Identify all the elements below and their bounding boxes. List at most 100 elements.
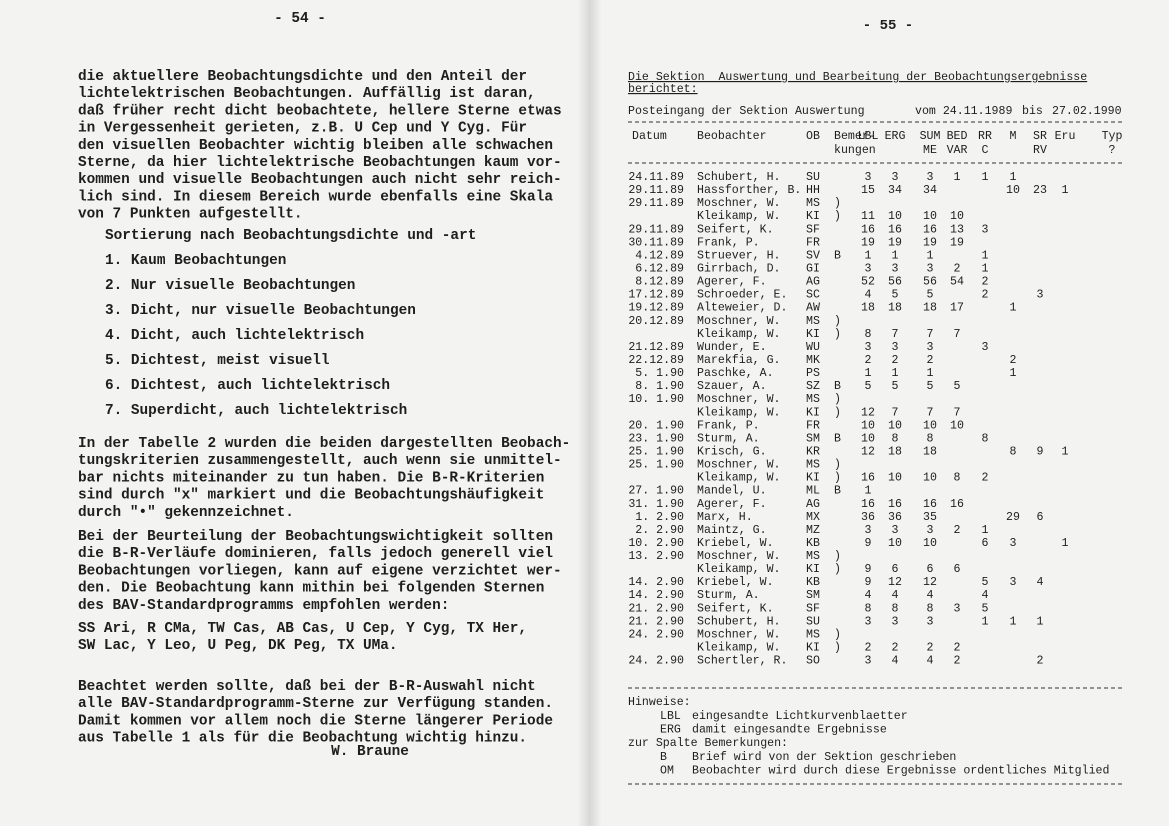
table-cell: 2 [982, 472, 989, 485]
table-cell: Schroeder, E. [697, 289, 787, 302]
table-cell: 5 [892, 289, 899, 302]
column-header: kungen [834, 144, 876, 157]
table-cell: Moschner, W. [697, 315, 781, 328]
note: eingesandte Lichtkurvenblaetter [692, 710, 908, 723]
table-cell: 7 [927, 406, 934, 419]
table-cell: 6.12.89 [635, 262, 684, 275]
table-cell: 34 [888, 184, 902, 197]
table-cell: 10 [923, 537, 937, 550]
table-cell: 3 [927, 524, 934, 537]
table-cell: SU [806, 615, 820, 628]
table-cell: 3 [1037, 289, 1044, 302]
table-cell: 36 [888, 511, 902, 524]
table-cell: Moschner, W. [697, 628, 781, 641]
list-item: 1. Kaum Beobachtungen [105, 253, 286, 269]
note: damit eingesandte Ergebnisse [692, 724, 887, 737]
list-item: 7. Superdicht, auch lichtelektrisch [105, 403, 407, 419]
table-cell: 31. 1.90 [628, 498, 684, 511]
text-line: Bei der Beurteilung der Beobachtungswich… [78, 529, 553, 545]
table-cell: 8.12.89 [635, 276, 684, 289]
table-cell: 1 [1010, 171, 1017, 184]
table-cell: Seifert, K. [697, 602, 774, 615]
table-cell: 16 [861, 223, 875, 236]
table-cell: 23. 1.90 [628, 432, 684, 445]
text-line: daß früher recht dicht beobachtete, hell… [78, 103, 562, 119]
table-cell: 2 [954, 262, 961, 275]
table-cell: SC [806, 289, 820, 302]
table-cell: 10 [950, 210, 964, 223]
list-item: 6. Dichtest, auch lichtelektrisch [105, 378, 390, 394]
table-cell: 1 [954, 171, 961, 184]
table-cell: KI [806, 406, 820, 419]
text-line: die B-R-Verläufe dominieren, falls jedoc… [78, 546, 553, 562]
column-header: Typ [1102, 130, 1123, 143]
table-cell: Mandel, U. [697, 485, 767, 498]
column-header: SUM [920, 130, 941, 143]
list-item: 4. Dicht, auch lichtelektrisch [105, 328, 364, 344]
table-cell: 18 [888, 302, 902, 315]
table-cell: 8 [927, 432, 934, 445]
table-cell: 1 [892, 367, 899, 380]
table-cell: 5 [927, 289, 934, 302]
table-cell: ) [834, 197, 841, 210]
table-cell: Frank, P. [697, 236, 760, 249]
table-cell: Kleikamp, W. [697, 563, 781, 576]
table-cell: 8 [865, 602, 872, 615]
table-cell: Kleikamp, W. [697, 210, 781, 223]
table-cell: MZ [806, 524, 820, 537]
table-cell: SV [806, 249, 820, 262]
fold [578, 0, 602, 826]
table-cell: SM [806, 589, 820, 602]
table-cell: 25. 1.90 [628, 445, 684, 458]
table-cell: 12 [861, 445, 875, 458]
table-cell: 1 [1010, 367, 1017, 380]
note: OM [660, 765, 674, 778]
column-header: ? [1109, 144, 1116, 157]
table-cell: 16 [888, 223, 902, 236]
table-cell: 10 [861, 419, 875, 432]
text-line: von 7 Punkten aufgestellt. [78, 207, 303, 223]
table-cell: 4 [865, 589, 872, 602]
table-cell: 1 [1037, 615, 1044, 628]
table-cell: 2 [927, 354, 934, 367]
table-cell: 17 [950, 302, 964, 315]
table-cell: 2 [927, 642, 934, 655]
table-cell: 4 [892, 589, 899, 602]
table-cell: 4 [927, 655, 934, 668]
notes-title: zur Spalte Bemerkungen: [628, 737, 788, 750]
table-cell: 19.12.89 [628, 302, 684, 315]
table-cell: 2 [954, 524, 961, 537]
table-cell: Moschner, W. [697, 459, 781, 472]
table-cell: 5 [865, 380, 872, 393]
table-cell: 7 [954, 328, 961, 341]
table-cell: PS [806, 367, 820, 380]
table-cell: 30.11.89 [628, 236, 684, 249]
table-cell: Krisch, G. [697, 445, 767, 458]
table-cell: 2 [865, 642, 872, 655]
text-line: lich sind. In diesem Bereich wurde ebenf… [78, 189, 553, 205]
text-line: tungskriterien zusammengestellt, auch we… [78, 453, 562, 469]
table-cell: Schubert, H. [697, 615, 781, 628]
table-cell: 3 [892, 171, 899, 184]
note: Beobachter wird durch diese Ergebnisse o… [692, 765, 1109, 778]
intake: Posteingang der Sektion Auswertung [628, 105, 865, 118]
table-cell: MS [806, 459, 820, 472]
table-cell: 9 [865, 537, 872, 550]
table-cell: Maintz, G. [697, 524, 767, 537]
table-cell: 3 [892, 615, 899, 628]
table-cell: Szauer, A. [697, 380, 767, 393]
table-cell: 2 [1037, 655, 1044, 668]
table-cell: 29.11.89 [628, 223, 684, 236]
table-cell: 6 [982, 537, 989, 550]
list-item: 3. Dicht, nur visuelle Beobachtungen [105, 303, 416, 319]
table-cell: 19 [950, 236, 964, 249]
list-item: 2. Nur visuelle Beobachtungen [105, 278, 355, 294]
column-header: RR [978, 130, 992, 143]
table-cell: ) [834, 550, 841, 563]
table-cell: 3 [892, 262, 899, 275]
table-cell: KR [806, 445, 820, 458]
table-cell: 3 [954, 602, 961, 615]
table-cell: Sturm, A. [697, 589, 760, 602]
table-cell: SU [806, 171, 820, 184]
table-cell: 1 [865, 485, 872, 498]
